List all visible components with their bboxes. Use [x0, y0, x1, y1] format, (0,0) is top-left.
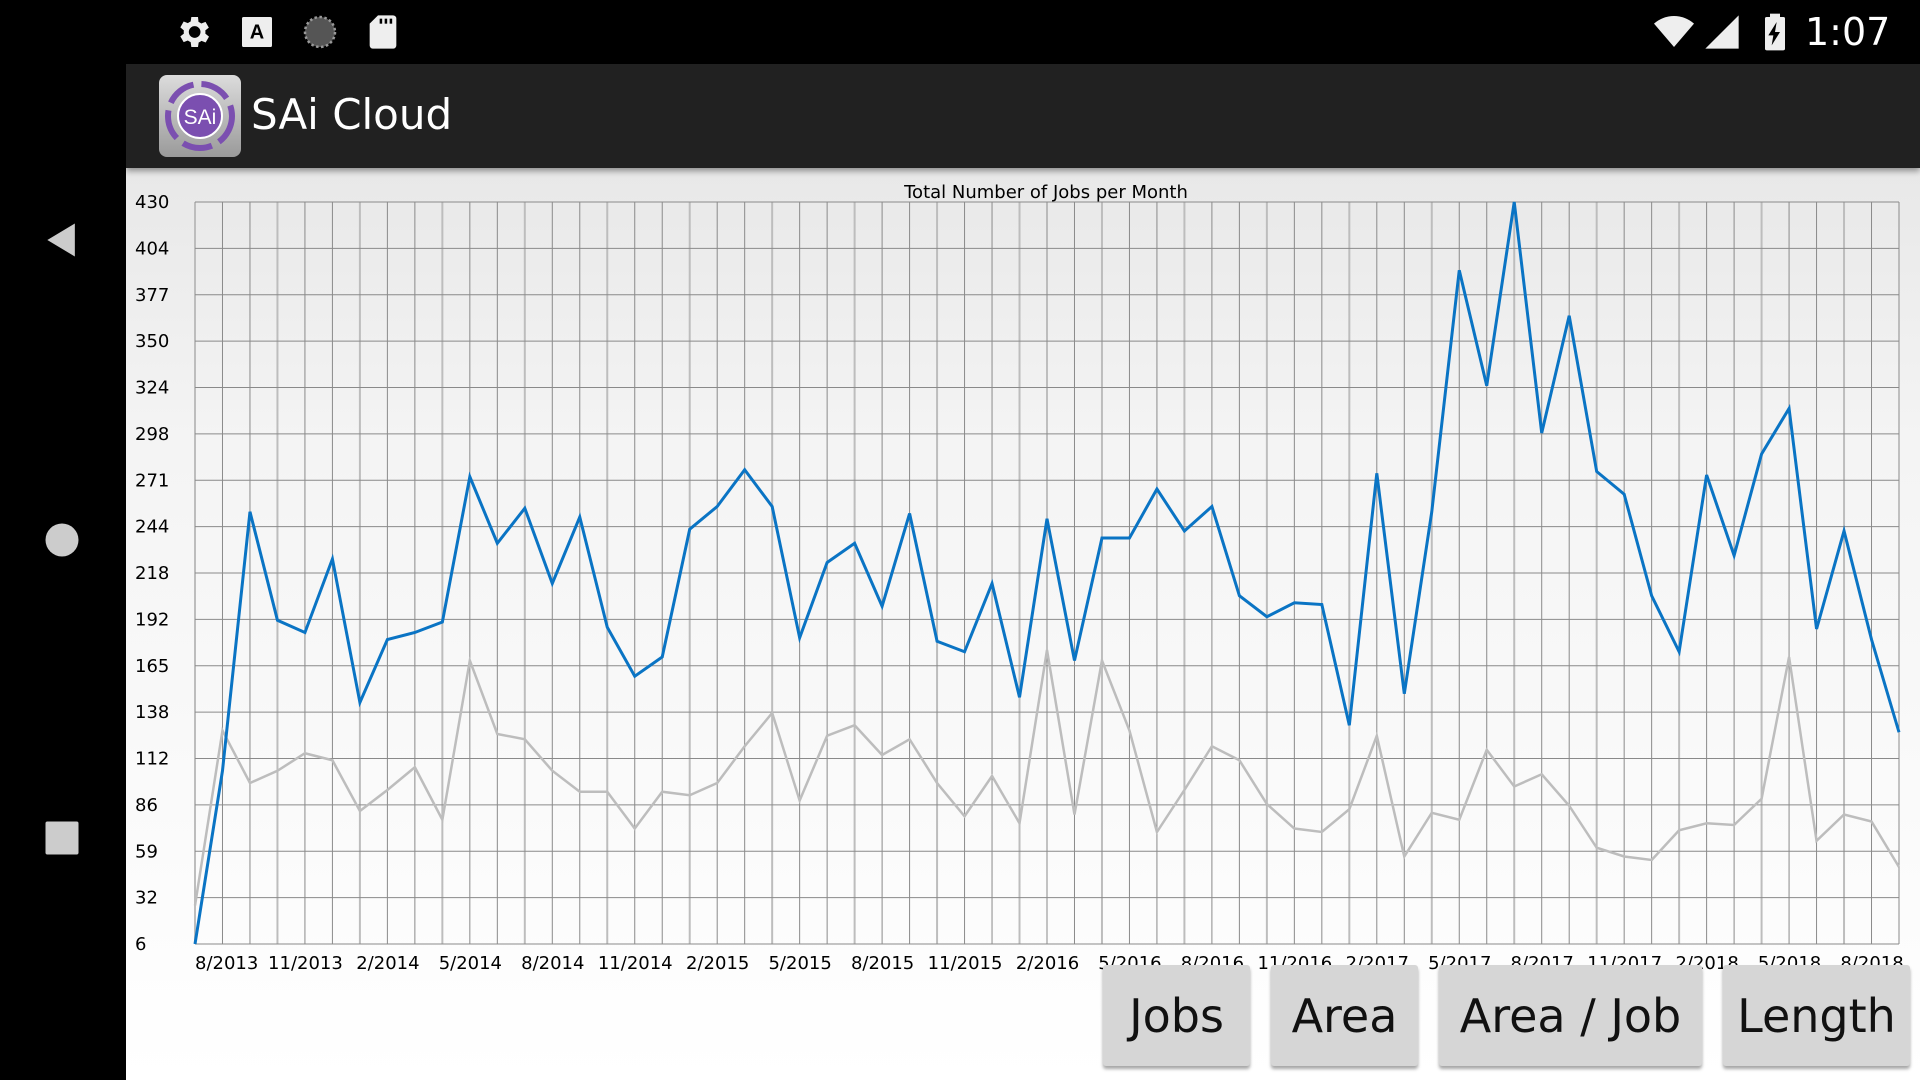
y-tick-label: 192 [135, 609, 169, 630]
cell-signal-icon [1705, 15, 1739, 49]
y-tick-label: 271 [135, 470, 169, 491]
x-tick-label: 8/2015 [851, 953, 914, 974]
gear-icon [180, 17, 209, 47]
y-tick-label: 430 [135, 192, 169, 213]
x-tick-label: 2/2016 [1016, 953, 1079, 974]
y-tick-label: 6 [135, 934, 146, 955]
app-bar: SAi SAi Cloud [126, 64, 1920, 168]
y-tick-label: 350 [135, 331, 169, 352]
clock: 1:07 [1805, 10, 1891, 54]
jobs-line-chart: 6 32 59 86 112 138 165 192 218 244 271 298 324 350 377… [135, 182, 1904, 974]
y-tick-label: 165 [135, 656, 169, 677]
y-tick-label: 138 [135, 702, 169, 723]
x-tick-label: 11/2015 [928, 953, 1003, 974]
font-a-icon: A [242, 17, 272, 47]
y-tick-label: 377 [135, 285, 169, 306]
home-icon[interactable] [40, 518, 84, 562]
status-bar: A 1:07 [0, 0, 1920, 64]
svg-text:SAi: SAi [184, 106, 217, 129]
y-tick-label: 86 [135, 795, 158, 816]
y-tick-label: 112 [135, 749, 169, 770]
x-tick-label: 2/2015 [686, 953, 749, 974]
y-tick-label: 59 [135, 841, 158, 862]
chart-title: Total Number of Jobs per Month [903, 182, 1188, 203]
y-tick-label: 298 [135, 424, 169, 445]
y-tick-label: 404 [135, 238, 169, 259]
sd-card-icon [369, 15, 397, 49]
sync-circle-icon [303, 15, 337, 49]
x-tick-label: 5/2015 [768, 953, 831, 974]
sai-logo-icon: SAi [165, 81, 235, 151]
app-title: SAi Cloud [251, 90, 453, 139]
x-tick-label: 8/2013 [195, 953, 258, 974]
wifi-icon [1654, 16, 1694, 47]
chart-screen: 6 32 59 86 112 138 165 192 218 244 271 298 324 350 377… [126, 168, 1920, 1080]
x-tick-label: 11/2013 [268, 953, 343, 974]
back-icon[interactable] [40, 218, 84, 262]
x-tick-label: 8/2014 [521, 953, 584, 974]
length-button[interactable]: Length [1723, 965, 1910, 1066]
app-logo: SAi [159, 75, 241, 157]
area-button[interactable]: Area [1271, 965, 1418, 1066]
y-tick-label: 218 [135, 563, 169, 584]
x-tick-label: 11/2014 [598, 953, 673, 974]
svg-text:A: A [250, 22, 264, 44]
area-per-job-button[interactable]: Area / Job [1439, 965, 1702, 1066]
x-tick-label: 5/2014 [439, 953, 502, 974]
navigation-bar [0, 64, 126, 1080]
x-tick-label: 2/2014 [356, 953, 419, 974]
y-tick-label: 32 [135, 888, 158, 909]
jobs-button[interactable]: Jobs [1103, 965, 1250, 1066]
y-tick-label: 244 [135, 517, 169, 538]
battery-charging-icon [1765, 13, 1785, 51]
recents-icon[interactable] [40, 816, 84, 860]
y-tick-label: 324 [135, 378, 169, 399]
